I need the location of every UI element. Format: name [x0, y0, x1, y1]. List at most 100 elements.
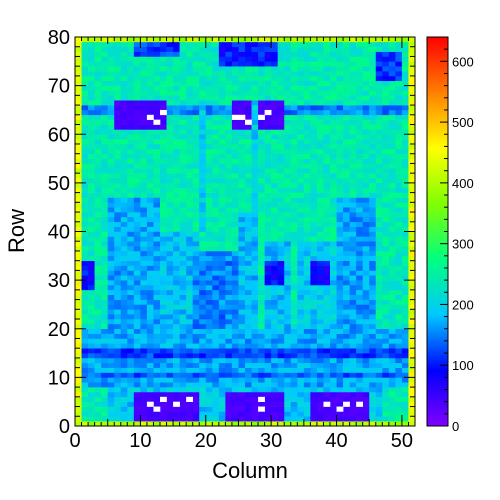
heatmap-cell — [401, 168, 409, 174]
heatmap-cell — [101, 323, 108, 330]
heatmap-cell — [408, 236, 416, 242]
heatmap-cell — [94, 187, 102, 193]
heatmap-cell — [310, 119, 318, 125]
heatmap-cell — [153, 270, 161, 276]
heatmap-cell — [336, 401, 344, 407]
heatmap-cell — [75, 270, 82, 276]
heatmap-cell — [297, 304, 305, 310]
heatmap-cell — [179, 255, 187, 261]
heatmap-cell — [114, 85, 122, 91]
heatmap-cell — [186, 255, 193, 261]
heatmap-cell — [251, 255, 259, 261]
heatmap-cell — [173, 95, 180, 101]
heatmap-cell — [179, 41, 187, 48]
heatmap-cell — [166, 255, 174, 261]
heatmap-cell — [343, 270, 350, 276]
heatmap-cell — [323, 134, 331, 140]
heatmap-cell — [375, 323, 383, 330]
heatmap-cell — [245, 353, 252, 359]
heatmap-cell — [199, 406, 207, 412]
heatmap-cell — [375, 309, 383, 315]
heatmap-cell — [107, 275, 115, 281]
heatmap-cell — [258, 192, 265, 198]
heatmap-cell — [401, 372, 409, 378]
heatmap-cell — [264, 61, 272, 67]
heatmap-cell — [140, 187, 148, 193]
heatmap-cell — [212, 309, 220, 315]
heatmap-cell — [356, 153, 363, 159]
heatmap-cell — [212, 37, 220, 43]
heatmap-cell — [290, 143, 298, 150]
heatmap-cell — [303, 143, 311, 150]
heatmap-cell — [238, 382, 246, 388]
heatmap-cell — [303, 221, 311, 227]
heatmap-cell — [395, 294, 403, 300]
heatmap-cell — [218, 309, 226, 315]
heatmap-cell — [336, 197, 344, 203]
heatmap-cell — [349, 333, 357, 339]
heatmap-cell — [271, 421, 278, 427]
heatmap-cell — [395, 309, 403, 315]
heatmap-cell — [284, 85, 292, 91]
heatmap-cell — [336, 124, 344, 130]
heatmap-cell — [362, 406, 370, 412]
heatmap-cell — [395, 153, 403, 159]
heatmap-cell — [192, 105, 200, 111]
heatmap-cell — [303, 226, 311, 232]
heatmap-cell — [330, 401, 337, 407]
heatmap-cell — [88, 246, 95, 252]
heatmap-cell — [225, 382, 233, 388]
heatmap-cell — [81, 294, 89, 300]
heatmap-cell — [277, 75, 285, 82]
heatmap-cell — [94, 148, 102, 154]
heatmap-cell — [310, 357, 318, 364]
heatmap-cell — [303, 348, 311, 354]
x-tick-label: 10 — [129, 430, 151, 452]
heatmap-cell — [264, 367, 272, 373]
heatmap-cell — [258, 236, 265, 242]
heatmap-cell — [277, 246, 285, 252]
heatmap-cell — [146, 168, 154, 174]
heatmap-cell — [316, 37, 324, 43]
heatmap-cell — [316, 124, 324, 130]
heatmap-cell — [271, 207, 278, 213]
heatmap-cell — [166, 119, 174, 125]
heatmap-cell — [146, 71, 154, 77]
heatmap-cell — [101, 51, 108, 57]
heatmap-cell — [258, 105, 265, 111]
heatmap-cell — [218, 401, 226, 407]
heatmap-cell — [127, 95, 135, 101]
heatmap-cell — [186, 309, 193, 315]
heatmap-cell — [166, 178, 174, 184]
heatmap-cell — [395, 56, 403, 62]
heatmap-cell — [160, 377, 167, 383]
heatmap-cell — [271, 333, 278, 339]
heatmap-cell — [94, 173, 102, 179]
heatmap-cell — [101, 182, 108, 189]
heatmap-cell — [245, 168, 252, 174]
heatmap-cell — [349, 61, 357, 67]
heatmap-cell — [408, 270, 416, 276]
heatmap-cell — [258, 207, 265, 213]
heatmap-cell — [166, 406, 174, 412]
heatmap-cell — [375, 319, 383, 325]
heatmap-cell — [94, 71, 102, 77]
heatmap-cell — [120, 71, 128, 77]
heatmap-cell — [343, 158, 350, 164]
heatmap-cell — [107, 372, 115, 378]
heatmap-cell — [388, 148, 396, 154]
heatmap-cell — [160, 85, 167, 91]
heatmap-cell — [225, 202, 233, 208]
heatmap-cell — [212, 396, 220, 402]
heatmap-cell — [251, 270, 259, 276]
heatmap-cell — [160, 241, 167, 247]
heatmap-cell — [303, 153, 311, 159]
heatmap-cell — [107, 187, 115, 193]
heatmap-cell — [271, 314, 278, 320]
heatmap-cell — [166, 372, 174, 378]
heatmap-cell — [284, 109, 292, 116]
heatmap-cell — [356, 362, 363, 368]
heatmap-cell — [375, 226, 383, 232]
heatmap-cell — [290, 187, 298, 193]
heatmap-cell — [330, 353, 337, 359]
